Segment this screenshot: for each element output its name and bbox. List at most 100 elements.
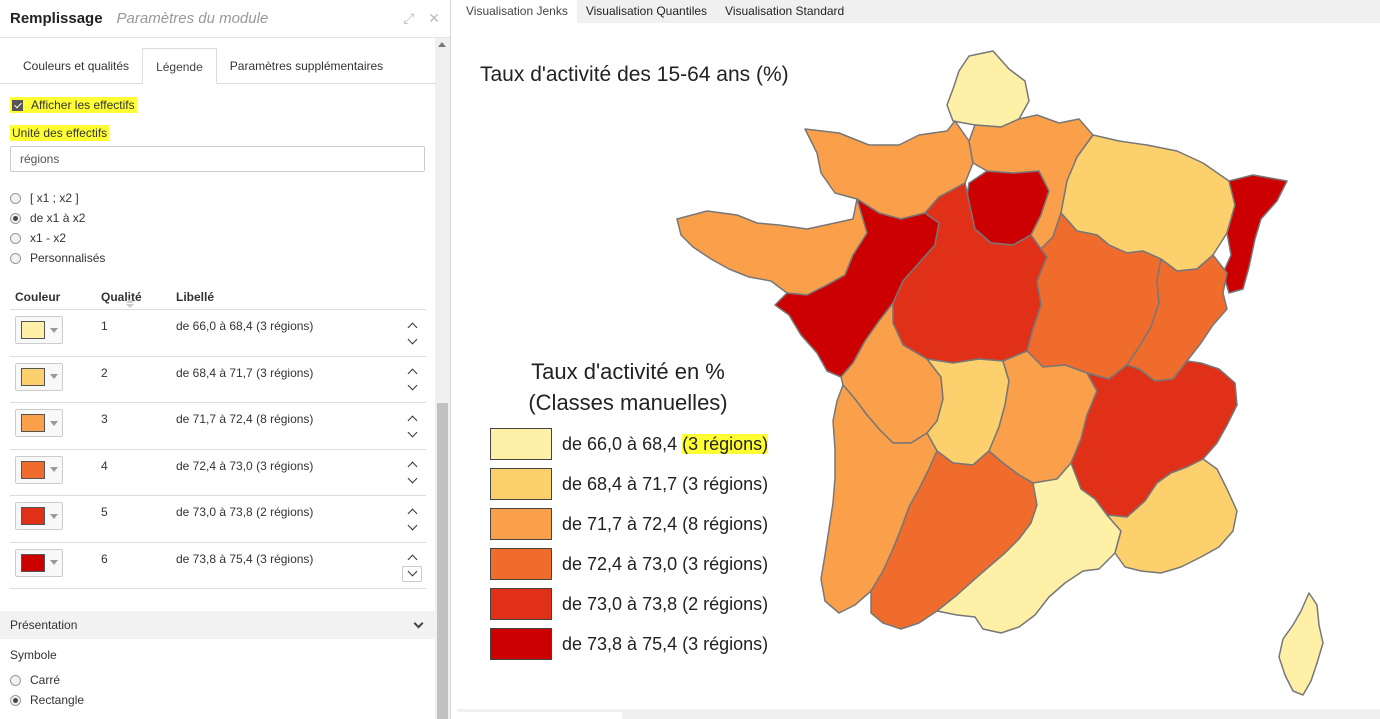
- chevron-up-icon: [407, 461, 417, 472]
- legend-label: de 66,0 à 68,4 (3 régions): [562, 433, 769, 455]
- tab-visualisation-standard[interactable]: Visualisation Standard: [725, 4, 845, 18]
- quality-label: de 66,0 à 68,4 (3 régions): [176, 319, 314, 333]
- move-down-button[interactable]: [402, 565, 422, 582]
- legend-count: (3 régions): [682, 433, 769, 454]
- color-swatch: [21, 507, 45, 525]
- tab-visualisation-jenks[interactable]: Visualisation Jenks: [457, 0, 577, 23]
- symbol-label-square: Carré: [30, 673, 61, 687]
- color-picker-button[interactable]: [15, 409, 63, 437]
- reorder-controls: [402, 410, 422, 444]
- move-down-button[interactable]: [402, 473, 422, 489]
- chevron-down-icon: [407, 427, 417, 437]
- chevron-down-icon[interactable]: [413, 618, 424, 629]
- quality-label: de 73,8 à 75,4 (3 régions): [176, 551, 314, 566]
- color-picker-button[interactable]: [15, 316, 63, 344]
- legend-label: de 72,4 à 73,0 (3 régions): [562, 554, 768, 575]
- reorder-controls: [402, 317, 422, 351]
- legend-item: de 73,8 à 75,4 (3 régions): [490, 624, 778, 664]
- legend-swatch: [490, 508, 552, 540]
- format-radio-dash[interactable]: [10, 232, 21, 244]
- quality-label: de 68,4 à 71,7 (3 régions): [176, 365, 314, 380]
- caret-down-icon: [50, 513, 58, 519]
- presentation-section[interactable]: Présentation: [0, 611, 436, 639]
- move-down-button[interactable]: [402, 380, 422, 396]
- chevron-up-icon: [407, 508, 417, 518]
- color-picker-button[interactable]: [15, 362, 63, 391]
- legend-swatch: [490, 628, 552, 660]
- legend-item: de 68,4 à 71,7 (3 régions): [490, 464, 778, 504]
- legend-item: de 72,4 à 73,0 (3 régions): [490, 544, 778, 584]
- chevron-down-icon: [407, 380, 417, 391]
- unit-input[interactable]: [10, 146, 425, 172]
- presentation-label: Présentation: [10, 618, 78, 632]
- legend-range: de 72,4 à 73,0: [562, 553, 678, 574]
- region-hauts-de-france: [946, 50, 1030, 128]
- france-choropleth-map: [676, 50, 1324, 696]
- caret-down-icon: [50, 374, 58, 379]
- quality-number: 1: [101, 319, 108, 333]
- visualization-tabs: Visualisation Jenks Visualisation Quanti…: [457, 0, 853, 23]
- quality-number: 4: [101, 458, 108, 473]
- format-label-de-a: de x1 à x2: [30, 211, 86, 225]
- tab-additional-settings[interactable]: Paramètres supplémentaires: [229, 59, 384, 73]
- header-color: Couleur: [15, 290, 61, 304]
- panel-title: Remplissage: [10, 10, 103, 27]
- region-alsace: [1222, 174, 1288, 294]
- chevron-down-icon: [407, 334, 417, 344]
- format-radio-de-a[interactable]: [10, 212, 21, 224]
- symbol-radio-square[interactable]: [10, 674, 21, 686]
- format-label-dash: x1 - x2: [30, 231, 67, 245]
- format-radio-brackets[interactable]: [10, 192, 21, 204]
- header-quality[interactable]: Qualité: [101, 290, 176, 308]
- caret-down-icon: [50, 327, 58, 333]
- color-picker-button[interactable]: [15, 502, 63, 530]
- move-up-button[interactable]: [402, 550, 422, 566]
- table-row: 5 de 73,0 à 73,8 (2 régions): [10, 496, 426, 543]
- move-up-button[interactable]: [402, 457, 422, 473]
- legend-count: (2 régions): [682, 593, 769, 614]
- quality-label: de 73,0 à 73,8 (2 régions): [176, 505, 314, 519]
- panel-scrollbar[interactable]: [435, 38, 450, 719]
- move-up-button[interactable]: [402, 410, 422, 426]
- symbol-label-rectangle: Rectangle: [30, 693, 85, 707]
- qualities-table: Couleur Qualité Libellé 1 de 66,0 à 68,4 …: [10, 282, 426, 589]
- tab-colors-qualities[interactable]: Couleurs et qualités: [23, 59, 130, 73]
- panel-header: Remplissage Paramètres du module ⤢ ✕: [0, 0, 450, 38]
- symbol-radio-rectangle[interactable]: [10, 694, 21, 706]
- color-picker-button[interactable]: [15, 548, 63, 577]
- chevron-down-icon: [407, 566, 417, 577]
- close-icon[interactable]: ✕: [428, 10, 440, 26]
- move-up-button[interactable]: [402, 317, 422, 333]
- legend-range: de 66,0 à 68,4: [562, 433, 678, 454]
- caret-down-icon: [50, 560, 58, 565]
- expand-icon[interactable]: ⤢: [403, 10, 415, 26]
- move-up-button[interactable]: [402, 364, 422, 380]
- map-canvas: Taux d'activité des 15-64 ans (%) Taux d…: [457, 23, 1380, 709]
- reorder-controls: [402, 550, 422, 584]
- move-down-button[interactable]: [402, 333, 422, 349]
- scrollbar-thumb[interactable]: [437, 403, 448, 719]
- visualization-area: Visualisation Jenks Visualisation Quanti…: [457, 0, 1380, 719]
- move-up-button[interactable]: [402, 503, 422, 519]
- format-radio-custom[interactable]: [10, 252, 21, 264]
- legend-range: de 73,8 à 75,4: [562, 633, 678, 654]
- move-down-button[interactable]: [402, 519, 422, 535]
- legend-range: de 71,7 à 72,4: [562, 513, 678, 534]
- header-quality-label: Qualité: [101, 290, 142, 304]
- show-counts-label: Afficher les effectifs: [31, 98, 135, 112]
- color-swatch: [21, 460, 45, 479]
- tab-legend[interactable]: Légende: [142, 48, 217, 84]
- header-label: Libellé: [176, 290, 215, 304]
- legend-count: (3 régions): [682, 473, 769, 494]
- move-down-button[interactable]: [402, 426, 422, 442]
- unit-label: Unité des effectifs: [10, 125, 110, 141]
- tab-visualisation-quantiles[interactable]: Visualisation Quantiles: [585, 4, 708, 18]
- scroll-up-arrow-icon[interactable]: [438, 42, 446, 47]
- legend-count: (3 régions): [682, 633, 769, 654]
- color-picker-button[interactable]: [15, 455, 63, 484]
- caret-down-icon: [50, 467, 58, 472]
- panel-subtitle: Paramètres du module: [116, 10, 269, 27]
- caret-down-icon: [50, 420, 58, 426]
- fill-settings-panel: Remplissage Paramètres du module ⤢ ✕ Cou…: [0, 0, 451, 719]
- show-counts-checkbox[interactable]: [12, 99, 23, 111]
